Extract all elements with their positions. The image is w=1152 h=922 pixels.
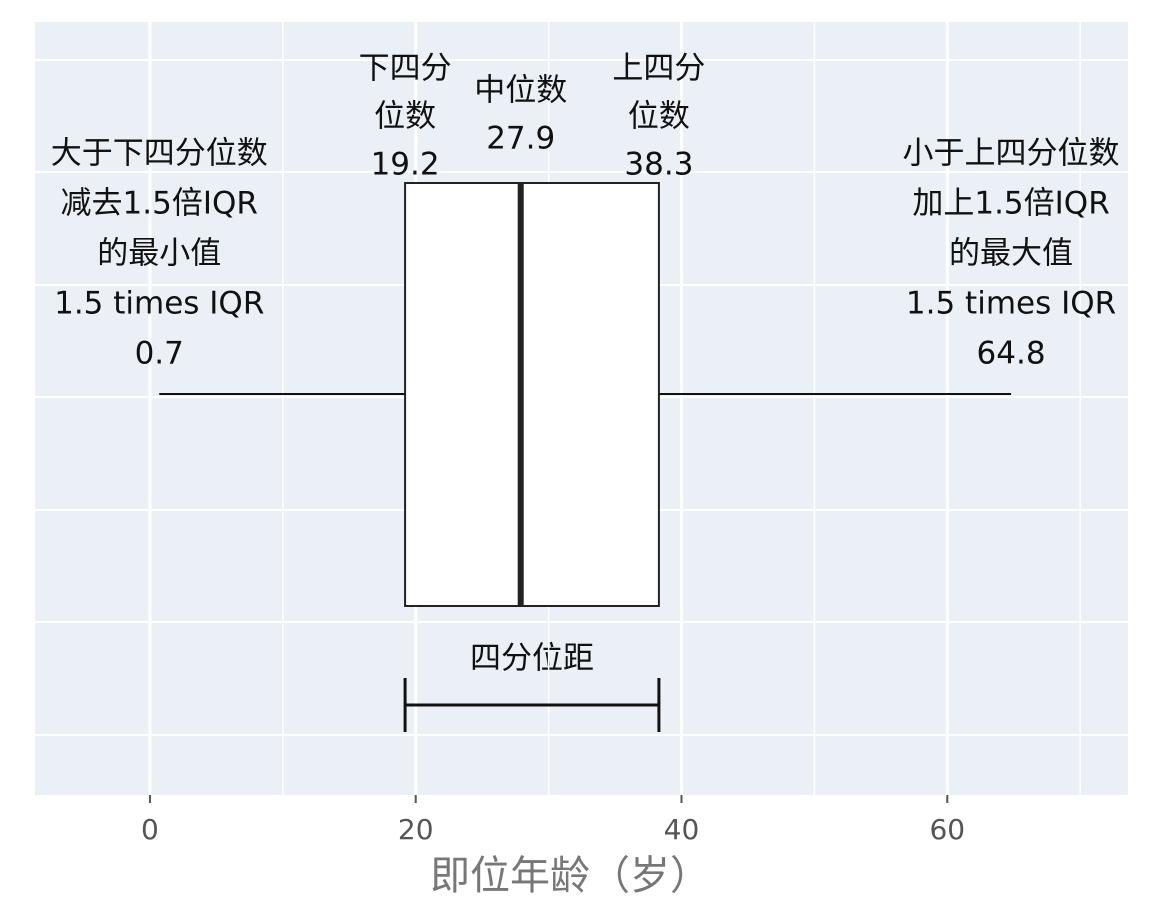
annotation-text: 加上1.5倍IQR [912, 186, 1109, 222]
annotation-text: 小于上四分位数 [903, 136, 1120, 172]
annotation-value: 27.9 [486, 121, 555, 157]
annotation-value: 19.2 [371, 147, 440, 183]
annotation-text: 中位数 [474, 73, 567, 109]
annotation-text: 下四分 [359, 51, 452, 87]
x-tick-label: 20 [398, 813, 434, 846]
annotation-text: 1.5 times IQR [906, 286, 1116, 322]
annotation-text: 上四分 [612, 51, 705, 87]
box [404, 182, 660, 607]
annotation-value: 0.7 [135, 336, 184, 372]
x-tick-label: 40 [664, 813, 700, 846]
annotation-text: 位数 [374, 99, 436, 135]
annotation-text: 的最小值 [97, 236, 221, 272]
iqr-label: 四分位距 [470, 641, 594, 677]
annotation-value: 64.8 [977, 336, 1046, 372]
x-tick-label: 0 [141, 813, 159, 846]
annotation-text: 的最大值 [949, 236, 1073, 272]
annotation-text: 位数 [628, 99, 690, 135]
annotation-value: 38.3 [624, 147, 693, 183]
x-axis-label: 即位年龄（岁） [430, 853, 710, 899]
annotation-text: 大于下四分位数 [51, 136, 268, 172]
annotation-text: 1.5 times IQR [54, 286, 264, 322]
x-tick-label: 60 [929, 813, 965, 846]
annotation-text: 减去1.5倍IQR [61, 186, 258, 222]
